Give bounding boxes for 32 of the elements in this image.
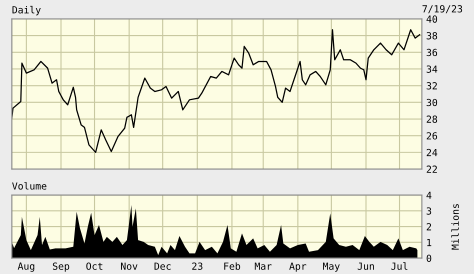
chart-title: Volume xyxy=(12,182,46,190)
x-tick-label: Aug xyxy=(18,262,34,272)
chart-title: Daily xyxy=(12,6,41,16)
x-tick-label: Jun xyxy=(358,262,374,270)
y-tick-label: 36 xyxy=(426,48,438,56)
x-tick-label: Oct xyxy=(86,262,102,270)
y-tick-label: 40 xyxy=(426,15,438,23)
x-tick-label: Apr xyxy=(289,262,306,272)
y-tick-label: 38 xyxy=(426,32,438,40)
x-tick-label: Feb xyxy=(224,262,240,270)
x-tick-label: May xyxy=(322,262,340,272)
y-tick-label: 1 xyxy=(427,238,432,246)
y-tick-label: 0 xyxy=(426,254,432,262)
y-tick-label: 22 xyxy=(426,166,437,173)
y-tick-label: 3 xyxy=(426,207,432,215)
x-tick-label: Nov xyxy=(121,262,138,270)
line-series xyxy=(12,29,420,153)
y-axis-title: Millions xyxy=(451,204,459,250)
y-tick-label: 4 xyxy=(426,192,432,199)
y-tick-label: 34 xyxy=(426,65,438,73)
y-tick-label: 2 xyxy=(426,223,432,230)
y-tick-label: 24 xyxy=(426,148,438,156)
x-tick-label: Sep xyxy=(52,262,70,272)
x-tick-label: 23 xyxy=(192,262,202,270)
text: 7/19/23 xyxy=(422,5,462,14)
y-tick-label: 28 xyxy=(426,116,438,123)
x-tick-label: Mar xyxy=(254,262,272,270)
x-tick-label: Jul xyxy=(391,262,408,270)
y-tick-label: 26 xyxy=(426,132,438,140)
x-tick-label: Dec xyxy=(154,262,171,270)
y-tick-label: 30 xyxy=(426,98,438,106)
y-tick-label: 32 xyxy=(426,82,437,90)
